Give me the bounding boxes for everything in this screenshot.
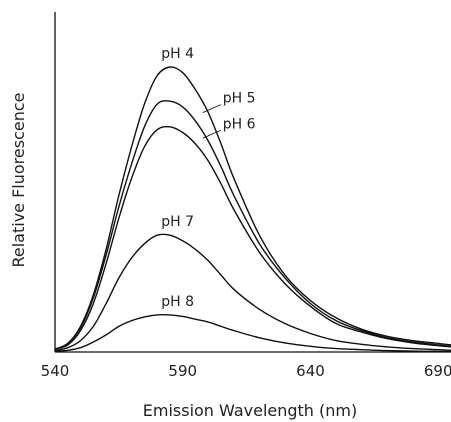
series-line-0 <box>54 66 451 350</box>
series-label-0: pH 4 <box>161 46 194 62</box>
series-line-4 <box>54 314 451 353</box>
series-curves <box>54 66 451 353</box>
series-line-3 <box>54 233 451 352</box>
x-tick-labels: 540 590 640 690 <box>41 362 451 380</box>
y-axis-title: Relative Fluorescence <box>9 92 28 267</box>
series-labels: pH 4 pH 5 pH 6 pH 7 pH 8 <box>161 46 255 310</box>
x-axis-title: Emission Wavelength (nm) <box>143 401 357 420</box>
series-label-2: pH 6 <box>223 116 256 132</box>
label-leader-2 <box>202 129 221 139</box>
series-label-3: pH 7 <box>161 214 194 230</box>
series-label-4: pH 8 <box>161 294 194 310</box>
series-line-1 <box>54 100 451 350</box>
x-tick-label-1: 590 <box>168 362 197 380</box>
label-leaders <box>202 104 221 139</box>
x-tick-label-3: 690 <box>424 362 451 380</box>
series-line-2 <box>54 125 451 350</box>
x-tick-label-2: 640 <box>296 362 325 380</box>
x-tick-label-0: 540 <box>41 362 70 380</box>
series-label-1: pH 5 <box>223 91 256 107</box>
label-leader-1 <box>202 104 221 114</box>
